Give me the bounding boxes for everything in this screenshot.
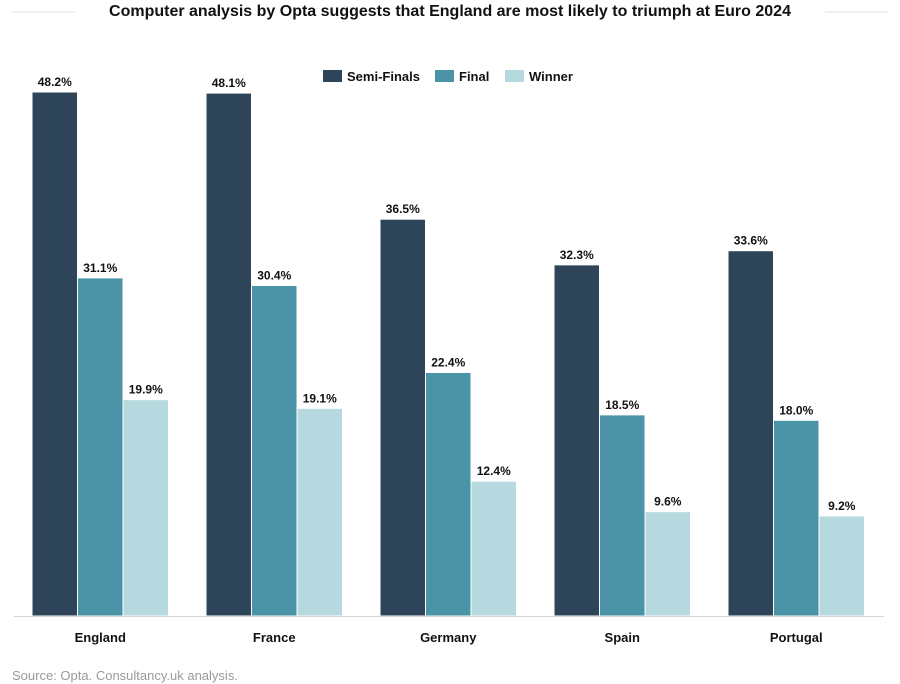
- legend-label-winner: Winner: [529, 69, 573, 84]
- bar-portugal-winner: [818, 515, 865, 617]
- data-label-england-final: 31.1%: [83, 261, 117, 275]
- bar-germany-final: [425, 371, 472, 617]
- category-label-spain: Spain: [605, 630, 640, 645]
- bar-england-final: [77, 277, 124, 617]
- category-label-portugal: Portugal: [770, 630, 823, 645]
- data-label-france-final: 30.4%: [257, 269, 291, 283]
- bar-portugal-final: [773, 419, 820, 617]
- data-label-france-winner: 19.1%: [303, 391, 337, 405]
- bar-spain-winner: [644, 511, 691, 617]
- data-label-portugal-winner: 9.2%: [828, 499, 856, 513]
- chart-title: Computer analysis by Opta suggests that …: [109, 3, 791, 20]
- legend: Semi-Finals Final Winner: [323, 69, 573, 84]
- bar-france-winner: [296, 407, 343, 617]
- bars-group: 48.2% 31.1% 19.9% 48.1% 30.4% 19.1% 36.5% 22.4%…: [31, 75, 865, 617]
- bar-france-final: [251, 285, 298, 617]
- category-label-england: England: [75, 630, 126, 645]
- legend-label-final: Final: [459, 69, 489, 84]
- data-label-germany-semi-finals: 36.5%: [386, 202, 420, 216]
- category-labels: England France Germany Spain Portugal: [75, 630, 823, 645]
- bar-germany-semi-finals: [379, 218, 426, 617]
- data-label-spain-final: 18.5%: [605, 398, 639, 412]
- bar-england-winner: [122, 399, 169, 617]
- legend-swatch-final: [435, 70, 454, 82]
- category-label-germany: Germany: [420, 630, 477, 645]
- bar-france-semi-finals: [205, 92, 252, 617]
- bar-spain-final: [599, 414, 646, 617]
- legend-label-semi-finals: Semi-Finals: [347, 69, 420, 84]
- bar-england-semi-finals: [31, 91, 78, 617]
- data-label-spain-semi-finals: 32.3%: [560, 248, 594, 262]
- data-label-germany-final: 22.4%: [431, 355, 465, 369]
- bar-spain-semi-finals: [553, 264, 600, 617]
- data-label-spain-winner: 9.6%: [654, 495, 682, 509]
- source-note: Source: Opta. Consultancy.uk analysis.: [12, 668, 238, 683]
- legend-swatch-winner: [505, 70, 524, 82]
- category-label-france: France: [253, 630, 296, 645]
- data-label-portugal-final: 18.0%: [779, 403, 813, 417]
- data-label-portugal-semi-finals: 33.6%: [734, 234, 768, 248]
- data-label-england-semi-finals: 48.2%: [38, 75, 72, 89]
- data-label-germany-winner: 12.4%: [477, 464, 511, 478]
- data-label-france-semi-finals: 48.1%: [212, 76, 246, 90]
- bar-germany-winner: [470, 480, 517, 617]
- legend-swatch-semi-finals: [323, 70, 342, 82]
- data-label-england-winner: 19.9%: [129, 383, 163, 397]
- bar-portugal-semi-finals: [727, 250, 774, 617]
